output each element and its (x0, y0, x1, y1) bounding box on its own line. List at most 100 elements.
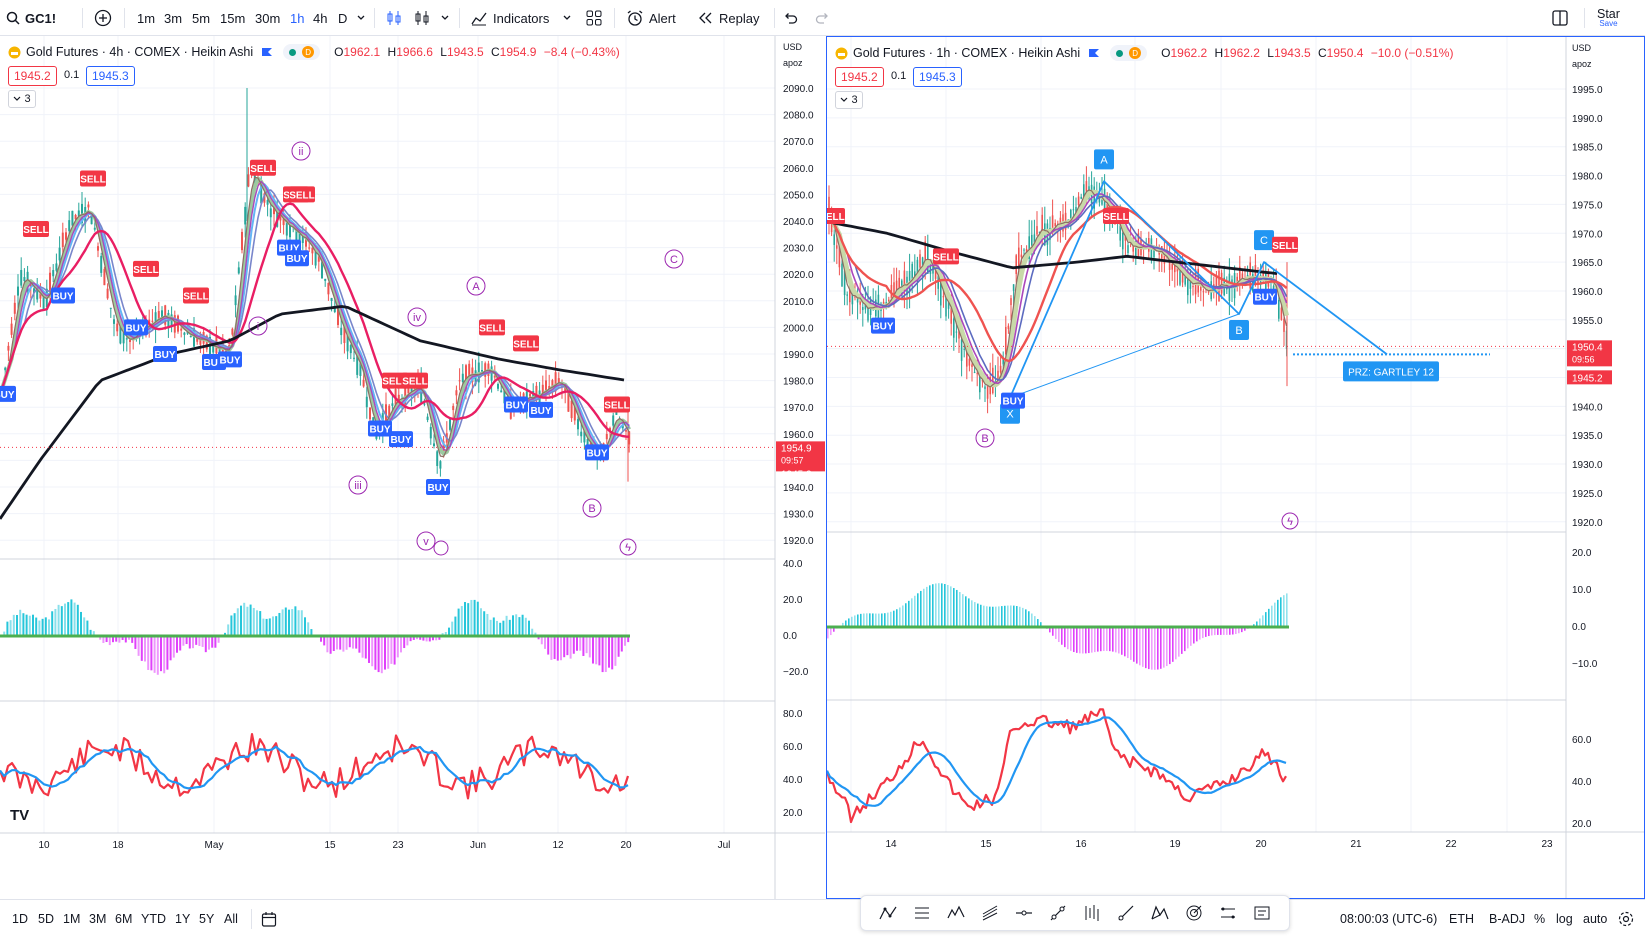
goto-date-button[interactable] (260, 900, 278, 937)
chart-type-dropdown[interactable] (440, 0, 450, 36)
tool-horizontal-line[interactable] (1012, 901, 1036, 925)
candle-body (919, 254, 921, 267)
symbol-label: GC1! (25, 11, 56, 26)
signal-buy: BUY (505, 401, 526, 412)
indicators-dropdown[interactable] (562, 0, 572, 36)
bar-type-button[interactable] (413, 0, 431, 36)
candle-body (100, 256, 102, 273)
range-6M[interactable]: 6M (115, 900, 132, 937)
macd-bar (29, 616, 31, 636)
interval-1h[interactable]: 1h (290, 0, 304, 36)
market-status[interactable]: D (1110, 45, 1147, 61)
interval-30m[interactable]: 30m (255, 0, 280, 36)
candle-body (238, 267, 240, 273)
templates-button[interactable] (585, 0, 603, 36)
session-toggle[interactable]: ETH (1449, 900, 1474, 937)
symbol-search[interactable]: GC1! (6, 0, 56, 36)
percent-toggle[interactable]: % (1534, 900, 1545, 937)
macd-bar (1055, 627, 1057, 639)
candle-body (17, 287, 19, 296)
tool-ray[interactable] (1114, 901, 1138, 925)
ask-price-box[interactable]: 1945.3 (86, 66, 135, 86)
undo-button[interactable] (782, 0, 798, 36)
tool-parallel-lines[interactable] (1216, 901, 1240, 925)
adjustment-toggle[interactable]: B-ADJ (1489, 900, 1525, 937)
macd-bar (74, 603, 76, 636)
price-tick: 2050.0 (783, 190, 814, 201)
gartley-xb-line (1010, 314, 1239, 398)
interval-15m[interactable]: 15m (220, 0, 245, 36)
macd-bar (989, 607, 991, 627)
interval-5m[interactable]: 5m (192, 0, 210, 36)
candle-body (340, 328, 342, 335)
tool-xabcd-pattern[interactable] (1148, 901, 1172, 925)
macd-tick: 0.0 (1572, 622, 1586, 633)
auto-toggle[interactable]: auto (1583, 900, 1607, 937)
macd-bar (902, 605, 904, 627)
range-3M[interactable]: 3M (89, 900, 106, 937)
interval-1m[interactable]: 1m (137, 0, 155, 36)
signal-buy: BUY (154, 350, 175, 361)
candle-body (59, 248, 61, 261)
interval-dropdown[interactable] (356, 0, 366, 36)
interval-4h[interactable]: 4h (313, 0, 327, 36)
macd-bar (618, 636, 620, 657)
tool-trend-line[interactable] (1046, 901, 1070, 925)
range-5D[interactable]: 5D (38, 900, 54, 937)
chart-pane-right[interactable]: Gold Futures · 1h · COMEX · Heikin Ashi … (826, 36, 1645, 899)
macd-bar (968, 598, 970, 627)
replay-button[interactable]: Replay (697, 0, 759, 36)
tool-channel[interactable] (978, 901, 1002, 925)
wave-label-i: i (257, 321, 259, 333)
compare-button[interactable] (93, 0, 113, 36)
candle-body (430, 427, 432, 438)
tool-text-box[interactable] (1250, 901, 1274, 925)
range-1M[interactable]: 1M (63, 900, 80, 937)
candle-body (455, 390, 457, 395)
wave-label-B: B (981, 433, 988, 445)
redo-button[interactable] (815, 0, 831, 36)
range-All[interactable]: All (224, 900, 238, 937)
tool-fib-retracement[interactable] (910, 901, 934, 925)
macd-bar (983, 606, 985, 627)
pattern-point-X: X (1006, 409, 1014, 421)
ask-price-box[interactable]: 1945.3 (913, 67, 962, 87)
macd-bar (272, 616, 274, 636)
range-1Y[interactable]: 1Y (175, 900, 190, 937)
tool-elliott-wave[interactable] (944, 901, 968, 925)
range-YTD[interactable]: YTD (141, 900, 166, 937)
candles-icon (385, 9, 403, 27)
signal-sell: SELL (827, 212, 845, 223)
candle-body (481, 370, 483, 372)
collapse-indicators-button[interactable]: 3 (8, 90, 36, 108)
market-status[interactable]: D (283, 44, 320, 60)
chart-pane-left[interactable]: Gold Futures · 4h · COMEX · Heikin Ashi … (0, 36, 825, 899)
macd-bar (1160, 627, 1162, 669)
save-button[interactable]: Star Save (1597, 0, 1620, 36)
collapse-indicators-button[interactable]: 3 (835, 91, 863, 109)
macd-tick: 10.0 (1572, 585, 1592, 596)
left-chart-canvas[interactable]: SELLSELLSELLSELLSELLSELLSELLSELLSELLSELL… (0, 36, 825, 899)
alert-button[interactable]: Alert (626, 0, 676, 36)
tool-bars-pattern[interactable] (1080, 901, 1104, 925)
tool-abcd-pattern[interactable] (876, 901, 900, 925)
chart-type-button[interactable] (385, 0, 403, 36)
chart-settings-button[interactable] (1617, 900, 1635, 937)
bid-price-box[interactable]: 1945.2 (8, 66, 57, 86)
macd-bar (176, 636, 178, 653)
interval-D[interactable]: D (338, 0, 347, 36)
redo-icon (815, 10, 831, 26)
wave-label-iv: iv (413, 312, 421, 324)
prz-label: PRZ: GARTLEY 12 (1348, 367, 1434, 378)
interval-3m[interactable]: 3m (164, 0, 182, 36)
layout-button[interactable] (1551, 0, 1569, 36)
macd-bar (605, 636, 607, 672)
bid-price-box[interactable]: 1945.2 (835, 67, 884, 87)
range-5Y[interactable]: 5Y (199, 900, 214, 937)
indicators-button[interactable]: Indicators (470, 0, 549, 36)
clock[interactable]: 08:00:03 (UTC-6) (1340, 900, 1437, 937)
tool-gann[interactable] (1182, 901, 1206, 925)
log-toggle[interactable]: log (1556, 900, 1573, 937)
range-1D[interactable]: 1D (12, 900, 28, 937)
